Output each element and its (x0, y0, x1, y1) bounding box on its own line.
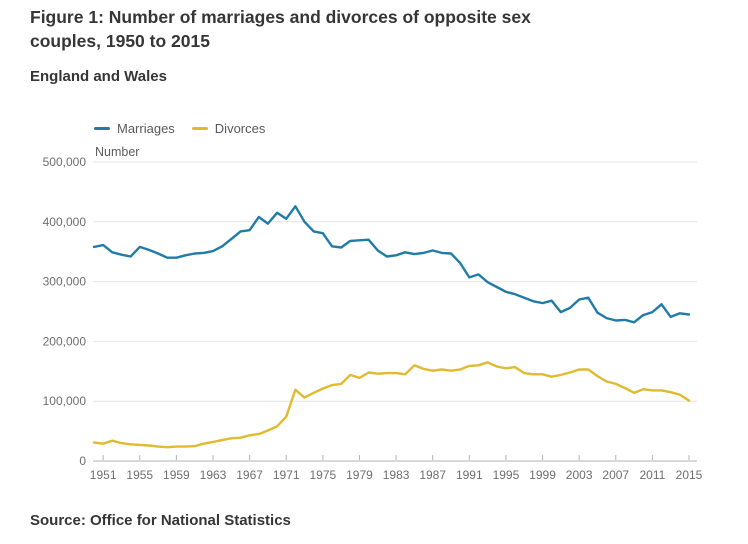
svg-text:1955: 1955 (126, 468, 153, 482)
svg-text:2007: 2007 (602, 468, 629, 482)
svg-text:1987: 1987 (419, 468, 446, 482)
svg-text:Number: Number (95, 145, 139, 159)
svg-text:1951: 1951 (90, 468, 117, 482)
svg-text:1999: 1999 (529, 468, 556, 482)
legend-label-marriages: Marriages (117, 121, 175, 136)
svg-text:400,000: 400,000 (43, 215, 87, 229)
svg-text:2003: 2003 (566, 468, 593, 482)
svg-text:500,000: 500,000 (43, 155, 87, 169)
marriages-line-swatch (94, 127, 110, 130)
svg-text:1995: 1995 (493, 468, 520, 482)
svg-text:1979: 1979 (346, 468, 373, 482)
svg-text:1971: 1971 (273, 468, 300, 482)
svg-text:1991: 1991 (456, 468, 483, 482)
svg-text:300,000: 300,000 (43, 275, 87, 289)
legend-item-marriages[interactable]: Marriages (94, 121, 175, 136)
legend-item-divorces[interactable]: Divorces (191, 121, 266, 136)
svg-text:2015: 2015 (676, 468, 703, 482)
divorces-line-swatch (191, 127, 208, 130)
svg-text:1983: 1983 (383, 468, 410, 482)
legend-label-divorces: Divorces (214, 121, 266, 136)
svg-text:1963: 1963 (200, 468, 227, 482)
svg-text:100,000: 100,000 (43, 394, 87, 408)
svg-text:0: 0 (79, 454, 86, 468)
svg-text:1975: 1975 (309, 468, 336, 482)
svg-text:1967: 1967 (236, 468, 263, 482)
source-note: Source: Office for National Statistics (30, 512, 291, 529)
chart-legend: Marriages Divorces (94, 121, 265, 136)
region-subtitle: England and Wales (30, 68, 167, 85)
svg-text:200,000: 200,000 (43, 334, 87, 348)
figure-title: Figure 1: Number of marriages and divorc… (30, 7, 531, 51)
svg-text:2011: 2011 (639, 468, 665, 482)
svg-text:1959: 1959 (163, 468, 190, 482)
